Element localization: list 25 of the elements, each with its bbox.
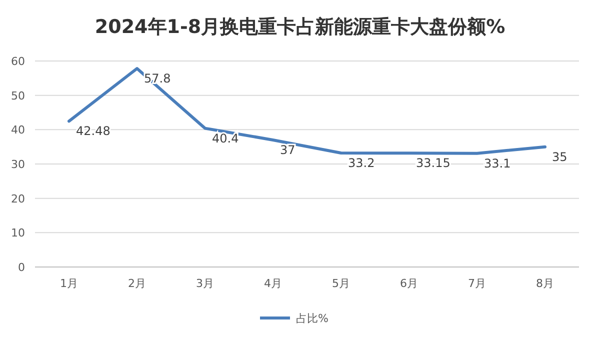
data-label: 33.15 xyxy=(416,156,450,170)
y-tick-label: 30 xyxy=(11,158,25,171)
chart-title: 2024年1-8月换电重卡占新能源重卡大盘份额% xyxy=(94,16,506,38)
x-tick-label: 7月 xyxy=(468,277,486,290)
y-tick-label: 10 xyxy=(11,226,25,240)
y-tick-label: 50 xyxy=(11,89,25,102)
x-tick-label: 6月 xyxy=(400,277,418,290)
data-label: 42.48 xyxy=(76,124,110,138)
line-series xyxy=(68,67,546,155)
x-tick-label: 8月 xyxy=(536,277,554,290)
x-tick-label: 1月 xyxy=(60,277,78,290)
x-tick-label: 2月 xyxy=(128,277,146,290)
y-tick-label: 60 xyxy=(11,55,25,68)
data-label: 35 xyxy=(552,150,568,164)
y-tick-label: 20 xyxy=(11,192,25,206)
x-tick-label: 5月 xyxy=(332,277,350,290)
legend-label: 占比% xyxy=(296,312,328,325)
data-label: 33.2 xyxy=(348,156,375,170)
data-label: 33.1 xyxy=(484,156,511,170)
y-tick-label: 0 xyxy=(18,261,25,274)
x-tick-label: 3月 xyxy=(196,277,214,290)
data-label: 40.4 xyxy=(212,131,239,146)
x-tick-label: 4月 xyxy=(264,277,282,290)
y-tick-label: 40 xyxy=(11,124,25,137)
data-label: 37 xyxy=(280,142,296,157)
